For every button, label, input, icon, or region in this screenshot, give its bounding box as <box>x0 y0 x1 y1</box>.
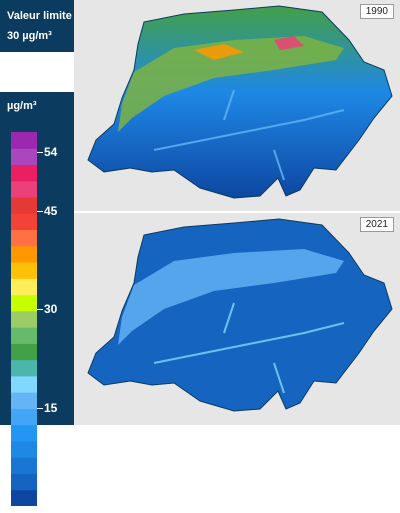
hotspot-1990 <box>194 44 244 60</box>
legend-color-ramp <box>11 132 37 506</box>
legend-swatch <box>11 262 37 279</box>
limit-value-box: Valeur limite 30 µg/m³ <box>0 0 74 52</box>
valley-lines-2021 <box>153 302 345 394</box>
plateau-band-2021 <box>118 249 344 345</box>
legend-swatch <box>11 213 37 231</box>
legend-swatch <box>11 457 37 474</box>
legend-swatch <box>11 392 37 409</box>
hotspot-1990-b <box>274 36 304 50</box>
legend-tick-label: 15 <box>44 400 58 415</box>
legend-tick <box>37 151 43 153</box>
legend-tick <box>37 210 43 212</box>
limit-value-amount: 30 µg/m³ <box>7 30 52 42</box>
color-legend: µg/m³ 54 45 30 15 0 <box>0 92 74 513</box>
year-label-1990: 1990 <box>359 4 394 19</box>
legend-swatch <box>11 408 37 426</box>
legend-tick-label: 30 <box>44 302 58 317</box>
year-label-2021: 2021 <box>359 217 394 232</box>
legend-swatch <box>11 343 37 361</box>
legend-swatch <box>11 424 37 442</box>
legend-swatch <box>11 278 37 296</box>
legend-swatch <box>11 148 37 166</box>
legend-swatch <box>11 473 37 491</box>
map-1990: 1990 <box>74 0 400 212</box>
legend-swatch <box>11 180 37 198</box>
valley-lines-1990 <box>153 89 345 181</box>
legend-swatch <box>11 375 37 393</box>
legend-swatch <box>11 229 37 247</box>
map-2021-graphic <box>87 218 393 412</box>
legend-unit: µg/m³ <box>7 100 37 112</box>
legend-tick <box>37 407 43 409</box>
legend-tick <box>37 506 43 507</box>
legend-tick-label: 45 <box>44 203 58 218</box>
legend-swatch <box>11 327 37 344</box>
legend-swatch <box>11 489 37 506</box>
plateau-band-1990 <box>118 36 344 132</box>
map-divider <box>74 211 400 213</box>
legend-swatch <box>11 440 37 458</box>
legend-swatch <box>11 197 37 214</box>
legend-tick-label: 54 <box>44 144 58 159</box>
limit-value-title: Valeur limite <box>7 10 72 22</box>
map-1990-graphic <box>87 5 393 199</box>
legend-tick <box>37 309 43 311</box>
legend-swatch <box>11 310 37 328</box>
map-2021: 2021 <box>74 213 400 425</box>
legend-swatch <box>11 245 37 263</box>
legend-swatch <box>11 164 37 182</box>
legend-swatch <box>11 294 37 312</box>
legend-tick-label: 0 <box>44 499 51 513</box>
legend-swatch <box>11 132 37 149</box>
legend-swatch <box>11 359 37 377</box>
